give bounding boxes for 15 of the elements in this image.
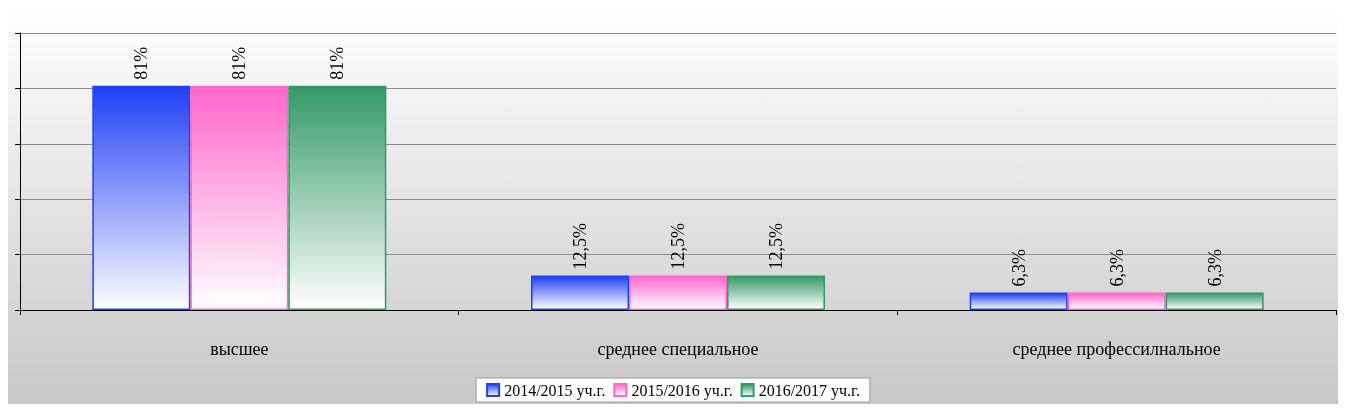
data-label: 81%	[131, 46, 152, 80]
data-label: 6,3%	[1008, 249, 1029, 287]
data-label: 81%	[327, 46, 348, 80]
legend-label: 2015/2016 уч.г.	[631, 381, 733, 400]
x-tick-label: среднее специальное	[597, 339, 759, 359]
data-label: 6,3%	[1106, 249, 1127, 287]
legend-label: 2016/2017 уч.г.	[758, 381, 860, 400]
x-tick-label: высшее	[210, 339, 269, 359]
data-label: 12,5%	[570, 222, 590, 270]
data-label: 6,3%	[1204, 249, 1225, 287]
legend-label: 2014/2015 уч.г.	[504, 381, 606, 400]
data-label: 12,5%	[766, 222, 786, 270]
data-label: 12,5%	[668, 222, 688, 270]
x-tick-label: среднее профессилнальное	[1012, 339, 1221, 359]
data-label: 81%	[229, 46, 250, 80]
